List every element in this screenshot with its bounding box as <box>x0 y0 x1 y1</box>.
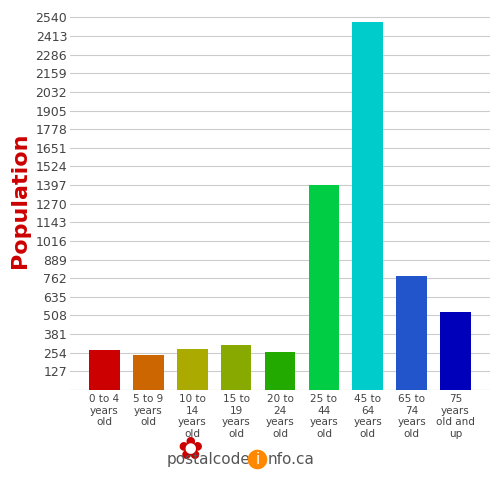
Bar <box>396 276 427 390</box>
Bar <box>177 349 208 390</box>
Bar <box>352 22 383 390</box>
Bar <box>89 350 120 390</box>
Bar <box>440 312 471 390</box>
Bar <box>221 346 252 390</box>
Text: postalcode: postalcode <box>166 452 250 467</box>
Text: nfo.ca: nfo.ca <box>268 452 314 467</box>
Bar <box>308 186 339 390</box>
Y-axis label: Population: Population <box>10 132 30 268</box>
Bar <box>264 352 296 390</box>
Text: i: i <box>256 452 260 467</box>
Text: ✿: ✿ <box>177 436 203 465</box>
Bar <box>133 355 164 390</box>
